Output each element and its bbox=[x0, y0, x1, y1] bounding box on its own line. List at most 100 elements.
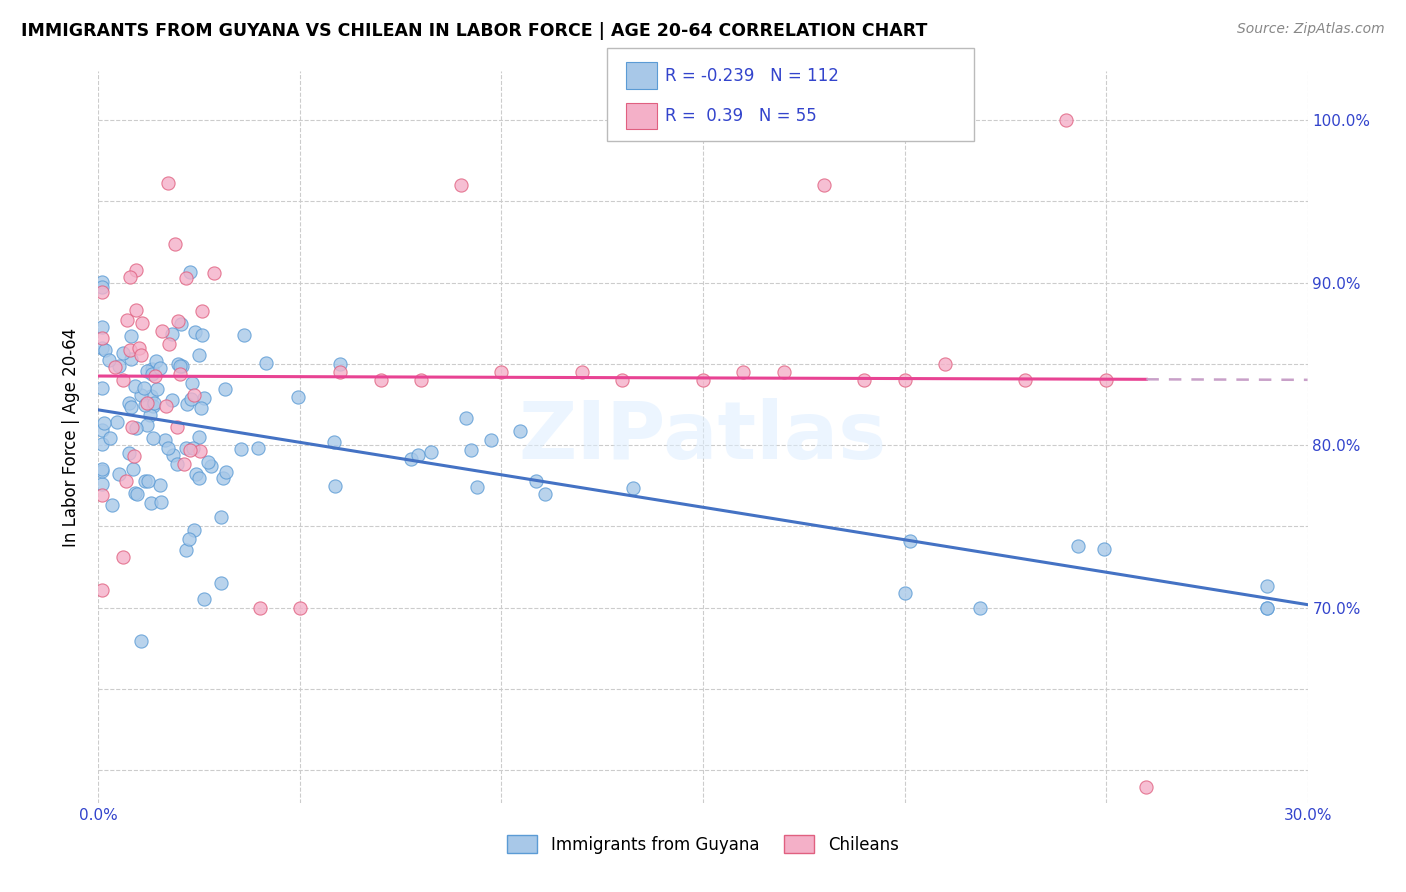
Point bbox=[91, 477, 114, 491]
Point bbox=[91, 320, 114, 334]
Text: R =  0.39   N = 55: R = 0.39 N = 55 bbox=[665, 107, 817, 125]
Point bbox=[117, 312, 139, 326]
Point bbox=[93, 343, 115, 357]
Point bbox=[733, 365, 755, 379]
Point bbox=[142, 396, 165, 410]
Point bbox=[166, 357, 188, 371]
Point bbox=[169, 367, 191, 381]
Point bbox=[893, 373, 915, 387]
Point bbox=[179, 443, 201, 458]
Point bbox=[153, 434, 176, 448]
Point bbox=[122, 462, 145, 476]
Point bbox=[145, 382, 167, 396]
Point bbox=[176, 271, 198, 285]
Point bbox=[120, 400, 142, 414]
Point bbox=[186, 467, 208, 481]
Point bbox=[1095, 373, 1118, 387]
Point bbox=[193, 591, 215, 606]
Point bbox=[479, 433, 502, 447]
Point bbox=[524, 474, 547, 488]
Point bbox=[111, 373, 134, 387]
Point bbox=[91, 342, 114, 356]
Point bbox=[229, 442, 252, 457]
Point bbox=[183, 388, 205, 402]
Point bbox=[533, 486, 555, 500]
Point bbox=[621, 481, 644, 495]
Point bbox=[166, 457, 188, 471]
Point bbox=[149, 478, 172, 492]
Point bbox=[174, 441, 197, 455]
Text: IMMIGRANTS FROM GUYANA VS CHILEAN IN LABOR FORCE | AGE 20-64 CORRELATION CHART: IMMIGRANTS FROM GUYANA VS CHILEAN IN LAB… bbox=[21, 22, 928, 40]
Point bbox=[124, 421, 146, 435]
Point bbox=[1256, 579, 1278, 593]
Point bbox=[183, 523, 205, 537]
Point bbox=[142, 431, 165, 445]
Point bbox=[143, 369, 166, 384]
Point bbox=[509, 424, 531, 438]
Point bbox=[187, 430, 209, 444]
Point bbox=[177, 532, 200, 546]
Point bbox=[91, 331, 114, 345]
Point bbox=[91, 280, 114, 294]
Point bbox=[329, 357, 352, 371]
Point bbox=[176, 397, 198, 411]
Point bbox=[107, 415, 129, 429]
Y-axis label: In Labor Force | Age 20-64: In Labor Force | Age 20-64 bbox=[62, 327, 80, 547]
Point bbox=[134, 398, 156, 412]
Point bbox=[125, 263, 148, 277]
Point bbox=[420, 444, 443, 458]
Point bbox=[172, 359, 194, 373]
Point bbox=[160, 326, 183, 341]
Point bbox=[1014, 373, 1036, 387]
Point bbox=[136, 396, 159, 410]
Point bbox=[118, 343, 141, 357]
Point bbox=[169, 359, 191, 373]
Point bbox=[131, 316, 153, 330]
Point bbox=[145, 354, 167, 368]
Point bbox=[91, 275, 114, 289]
Point bbox=[121, 419, 143, 434]
Point bbox=[100, 430, 122, 444]
Point bbox=[134, 474, 156, 488]
Point bbox=[188, 443, 211, 458]
Point bbox=[456, 411, 478, 425]
Point bbox=[100, 499, 122, 513]
Point bbox=[1256, 600, 1278, 615]
Point bbox=[612, 373, 634, 387]
Point bbox=[132, 381, 155, 395]
Point bbox=[287, 390, 309, 404]
Point bbox=[853, 373, 876, 387]
Point bbox=[409, 373, 432, 387]
Point bbox=[215, 465, 238, 479]
Point bbox=[129, 348, 152, 362]
Point bbox=[491, 365, 513, 379]
Point bbox=[91, 582, 114, 597]
Point bbox=[323, 478, 346, 492]
Point bbox=[401, 452, 423, 467]
Point bbox=[1066, 539, 1088, 553]
Point bbox=[1054, 113, 1077, 128]
Point bbox=[173, 458, 195, 472]
Point bbox=[174, 543, 197, 558]
Point bbox=[141, 367, 163, 381]
Point bbox=[692, 373, 714, 387]
Point bbox=[233, 327, 256, 342]
Point bbox=[111, 550, 134, 565]
Point bbox=[125, 303, 148, 318]
Point bbox=[247, 442, 270, 456]
Point bbox=[156, 176, 179, 190]
Point bbox=[156, 442, 179, 456]
Point bbox=[179, 265, 201, 279]
Point bbox=[370, 373, 392, 387]
Point bbox=[249, 600, 271, 615]
Text: ZIPatlas: ZIPatlas bbox=[519, 398, 887, 476]
Point bbox=[129, 388, 152, 402]
Point bbox=[450, 178, 472, 193]
Point bbox=[214, 382, 236, 396]
Point bbox=[120, 329, 142, 343]
Point bbox=[118, 445, 141, 459]
Point bbox=[112, 345, 135, 359]
Point bbox=[190, 327, 212, 342]
Point bbox=[120, 352, 142, 367]
Point bbox=[163, 237, 186, 252]
